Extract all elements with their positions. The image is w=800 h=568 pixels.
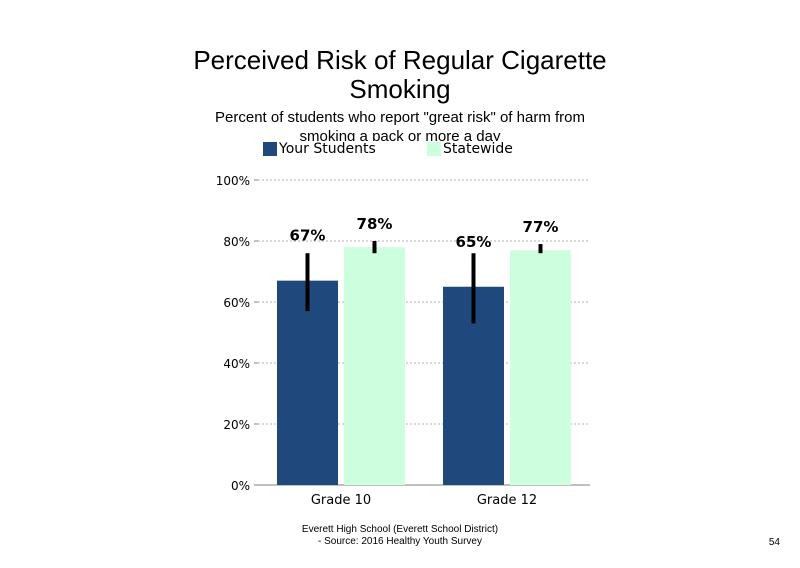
data-label: 67% xyxy=(290,227,326,245)
y-tick-label: 60% xyxy=(223,296,250,310)
data-label: 78% xyxy=(357,215,393,233)
footer-school: Everett High School (Everett School Dist… xyxy=(301,524,499,535)
x-tick-label: Grade 12 xyxy=(477,493,537,508)
legend-swatch-statewide xyxy=(427,142,441,156)
y-tick-label: 80% xyxy=(223,235,250,249)
legend-label-statewide: Statewide xyxy=(443,141,513,157)
y-tick-label: 100% xyxy=(216,174,250,188)
footer-source: - Source: 2016 Healthy Youth Survey xyxy=(318,536,482,547)
y-tick-label: 0% xyxy=(231,479,250,493)
legend-label-your-students: Your Students xyxy=(279,141,376,157)
footer: Everett High School (Everett School Dist… xyxy=(230,524,570,548)
chart-title: Perceived Risk of Regular Cigarette Smok… xyxy=(193,45,607,104)
chart-subtitle-container: Percent of students who report "great ri… xyxy=(190,108,610,141)
page-number: 54 xyxy=(768,537,780,548)
bar xyxy=(344,247,405,485)
x-tick-label: Grade 10 xyxy=(311,493,371,508)
chart-subtitle: Percent of students who report "great ri… xyxy=(215,109,585,141)
bar xyxy=(277,280,338,485)
y-tick-label: 20% xyxy=(223,418,250,432)
legend-swatch-your-students xyxy=(263,142,277,156)
data-label: 65% xyxy=(456,233,492,251)
y-tick-label: 40% xyxy=(223,357,250,371)
data-label: 77% xyxy=(523,218,559,236)
bar xyxy=(510,250,571,485)
